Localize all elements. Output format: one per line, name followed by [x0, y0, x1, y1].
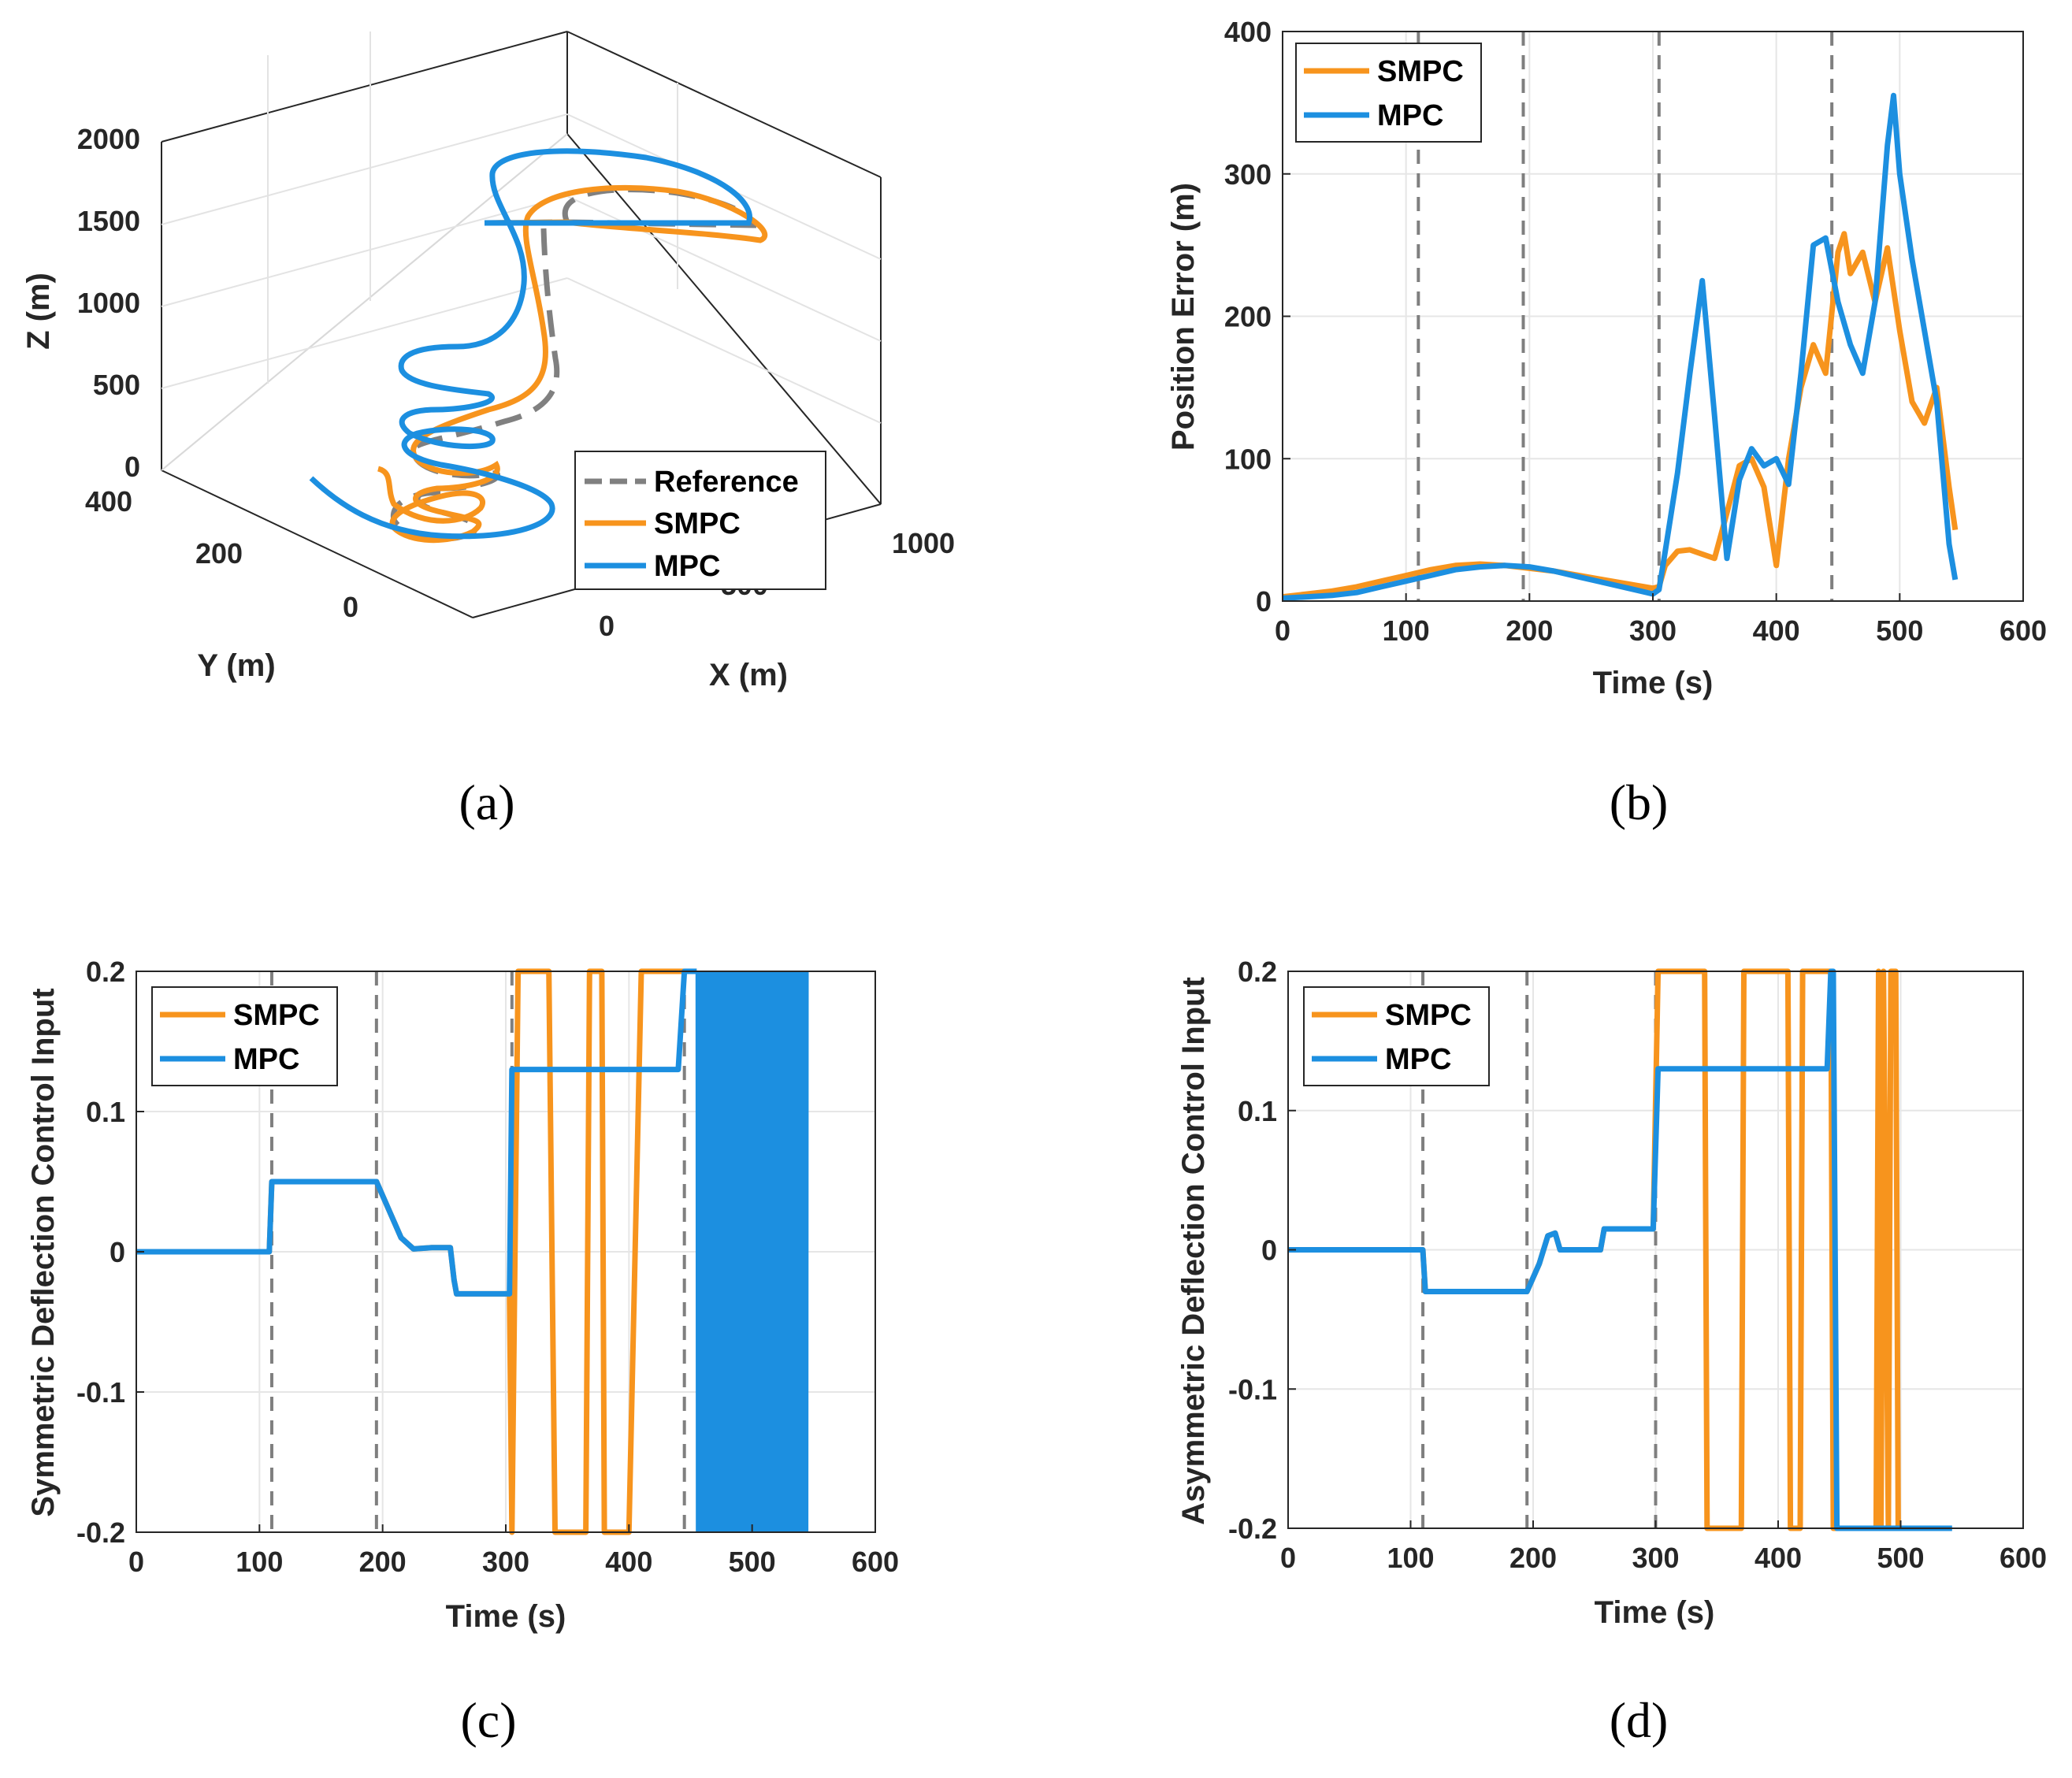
x-tick-label: 400 [605, 1546, 652, 1578]
panel-a-3d-trajectory: 0 500 1000 1500 2000 0 200 400 0 500 100… [21, 31, 955, 692]
x-tick-label: 0 [128, 1546, 144, 1578]
legend-label: SMPC [1385, 999, 1472, 1032]
x-tick-label: 500 [1877, 1542, 1924, 1574]
y-axis-label: Symmetric Deflection Control Input [26, 988, 61, 1516]
x-tick-label: 300 [1632, 1542, 1679, 1574]
y-tick-label: 0.1 [86, 1096, 125, 1128]
panel-c-symmetric-deflection: 0 100 200 300 400 500 600 -0.2 -0.1 0 0.1 0.2 Time … [26, 956, 899, 1634]
y-tick-label: 0.1 [1238, 1095, 1277, 1127]
y-tick: 200 [195, 537, 243, 570]
series-mpc [136, 968, 697, 1297]
y-tick-label: 0 [1256, 585, 1272, 618]
y-tick-label: -0.2 [1228, 1513, 1277, 1545]
y-tick-label: 400 [1224, 16, 1272, 48]
x-tick-label: 100 [236, 1546, 283, 1578]
y-axis-label: Asymmetric Deflection Control Input [1176, 977, 1211, 1525]
caption-d: (d) [1610, 1692, 1669, 1748]
x-tick-label: 300 [1629, 614, 1677, 647]
legend-label: MPC [233, 1043, 299, 1076]
series-smpc [377, 184, 768, 544]
x-tick-label: 0 [1280, 1542, 1296, 1574]
z-tick: 1500 [77, 205, 140, 237]
x-tick-label: 200 [359, 1546, 407, 1578]
x-tick-label: 300 [482, 1546, 529, 1578]
x-axis-label: Time (s) [446, 1599, 566, 1634]
y-axis-ticks: 0 200 400 [85, 485, 358, 623]
z-tick: 1000 [77, 287, 140, 319]
y-tick-label: 0 [110, 1236, 125, 1268]
z-tick: 2000 [77, 123, 140, 155]
x-axis-label: X (m) [709, 658, 788, 692]
x-tick-label: 200 [1509, 1542, 1557, 1574]
legend-label: MPC [1385, 1043, 1451, 1076]
legend-d: SMPC MPC [1303, 986, 1490, 1086]
y-tick-label: 100 [1224, 443, 1272, 475]
z-axis-label: Z (m) [21, 273, 56, 350]
x-tick-label: 600 [852, 1546, 899, 1578]
y-tick: 0 [343, 591, 358, 623]
y-tick-label: 0 [1261, 1234, 1277, 1267]
x-tick-label: 400 [1755, 1542, 1802, 1574]
x-tick-label: 200 [1506, 614, 1553, 647]
legend-label: MPC [1377, 99, 1443, 132]
x-axis-label: Time (s) [1593, 666, 1714, 700]
y-tick-label: 0.2 [86, 956, 125, 988]
legend-label: SMPC [654, 507, 741, 540]
y-tick: 400 [85, 485, 132, 518]
y-tick-label: -0.2 [76, 1516, 125, 1549]
legend-label: MPC [654, 550, 720, 583]
z-tick: 500 [93, 369, 140, 401]
x-tick-label: 500 [729, 1546, 776, 1578]
caption-b: (b) [1610, 774, 1669, 830]
caption-a: (a) [459, 774, 514, 830]
x-tick: 0 [599, 610, 615, 642]
x-tick-label: 600 [2000, 614, 2047, 647]
legend-label: Reference [654, 466, 799, 499]
z-axis-ticks: 0 500 1000 1500 2000 [77, 123, 140, 483]
series-smpc [1282, 231, 1959, 600]
x-tick-label: 500 [1876, 614, 1923, 647]
y-tick-label: 300 [1224, 158, 1272, 191]
x-tick-label: 100 [1383, 614, 1430, 647]
legend-c: SMPC MPC [151, 986, 338, 1086]
legend-a: Reference SMPC MPC [574, 451, 826, 590]
panel-d-asymmetric-deflection: 0 100 200 300 400 500 600 -0.2 -0.1 0 0.1 0.2 Time … [1176, 956, 2047, 1630]
y-tick-label: -0.1 [76, 1376, 125, 1409]
y-axis-label: Position Error (m) [1166, 183, 1201, 451]
x-tick: 1000 [892, 527, 955, 559]
x-tick-label: 0 [1275, 614, 1290, 647]
series-mpc [309, 148, 752, 540]
z-tick: 0 [124, 451, 140, 483]
panel-b-position-error: 0 100 200 300 400 500 600 0 100 200 300 400 Time (s… [1166, 16, 2047, 700]
x-axis-label: Time (s) [1595, 1595, 1715, 1630]
legend-b: SMPC MPC [1295, 43, 1482, 143]
y-tick-label: -0.1 [1228, 1373, 1277, 1405]
x-tick-label: 400 [1753, 614, 1800, 647]
y-tick-label: 0.2 [1238, 956, 1277, 988]
y-tick-label: 200 [1224, 301, 1272, 333]
y-axis-label: Y (m) [197, 648, 275, 683]
legend-label: SMPC [1377, 55, 1464, 88]
grid-3d [161, 32, 882, 424]
x-tick-label: 600 [2000, 1542, 2047, 1574]
x-tick-label: 100 [1387, 1542, 1434, 1574]
series-mpc-oscillation [695, 971, 809, 1533]
series-mpc [1282, 92, 1959, 601]
legend-label: SMPC [233, 999, 320, 1032]
caption-c: (c) [460, 1692, 516, 1748]
